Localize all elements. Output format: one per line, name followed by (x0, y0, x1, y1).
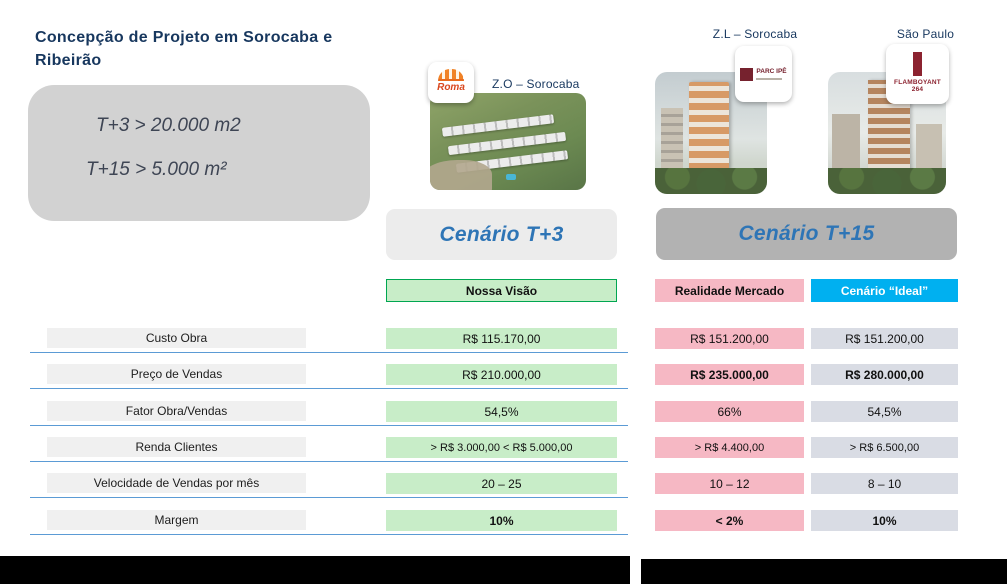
column-header-cenario-ideal: Cenário “Ideal” (811, 279, 958, 302)
cell-nossa-visao: R$ 210.000,00 (386, 364, 617, 385)
cell-cenario-ideal: R$ 280.000,00 (811, 364, 958, 385)
row-divider (30, 425, 628, 426)
tower-icon (689, 82, 729, 170)
cell-nossa-visao: 10% (386, 510, 617, 531)
row-label: Fator Obra/Vendas (47, 401, 306, 421)
scenario-t3-label: Cenário T+3 (439, 222, 564, 246)
table-row-preco-de-vendas: Preço de Vendas R$ 210.000,00 R$ 235.000… (0, 364, 1007, 390)
table-row-renda-clientes: Renda Clientes > R$ 3.000,00 < R$ 5.000,… (0, 437, 1007, 463)
roma-logo-text: Roma (437, 82, 465, 93)
cell-realidade-mercado: 66% (655, 401, 804, 422)
building-row-icon (441, 114, 555, 137)
row-label: Velocidade de Vendas por mês (47, 473, 306, 493)
background-building-icon (916, 124, 942, 172)
terrain-icon (430, 160, 492, 190)
cell-realidade-mercado: 10 – 12 (655, 473, 804, 494)
row-label: Custo Obra (47, 328, 306, 348)
secondary-building-icon (661, 108, 683, 168)
roma-logo: Roma (428, 62, 474, 103)
summary-line-t15: T+15 > 5.000 m² (86, 159, 227, 180)
cell-cenario-ideal: > R$ 6.500,00 (811, 437, 958, 458)
awning-icon (438, 69, 464, 81)
table-row-margem: Margem 10% < 2% 10% (0, 510, 1007, 536)
summary-line-t3: T+3 > 20.000 m2 (96, 115, 241, 136)
row-label: Preço de Vendas (47, 364, 306, 384)
cell-cenario-ideal: R$ 151.200,00 (811, 328, 958, 349)
parc-ipe-logo-text: PARC IPÊ (756, 68, 787, 76)
parc-ipe-logo: PARC IPÊ (735, 46, 792, 102)
cell-realidade-mercado: R$ 151.200,00 (655, 328, 804, 349)
cell-realidade-mercado: R$ 235.000,00 (655, 364, 804, 385)
row-divider (30, 497, 628, 498)
trees-icon (655, 168, 767, 194)
row-divider (30, 461, 628, 462)
table-row-velocidade-de-vendas: Velocidade de Vendas por mês 20 – 25 10 … (0, 473, 1007, 499)
flamboyant-logo-text: FLAMBOYANT 264 (894, 79, 941, 93)
cell-nossa-visao: 54,5% (386, 401, 617, 422)
row-label: Renda Clientes (47, 437, 306, 457)
parc-ipe-subline (756, 77, 783, 80)
area-summary-box: T+3 > 20.000 m2 T+15 > 5.000 m² (28, 85, 370, 221)
column-header-nossa-visao: Nossa Visão (386, 279, 617, 302)
table-row-custo-obra: Custo Obra R$ 115.170,00 R$ 151.200,00 R… (0, 328, 1007, 354)
column-header-realidade-mercado: Realidade Mercado (655, 279, 804, 302)
cell-nossa-visao: > R$ 3.000,00 < R$ 5.000,00 (386, 437, 617, 458)
row-divider (30, 352, 628, 353)
row-divider (30, 388, 628, 389)
row-label: Margem (47, 510, 306, 530)
parc-ipe-mark-icon (740, 67, 754, 81)
flamboyant-mark-icon (913, 52, 922, 76)
bottom-bar-right (641, 559, 1007, 584)
project-label-zl-sorocaba: Z.L – Sorocaba (712, 27, 798, 41)
background-building-icon (832, 114, 860, 172)
project-label-sao-paulo: São Paulo (896, 27, 955, 41)
scenario-t3-header: Cenário T+3 (386, 209, 617, 260)
scenario-t15-label: Cenário T+15 (738, 222, 875, 245)
slide-title: Concepção de Projeto em Sorocaba e Ribei… (35, 29, 333, 70)
cell-realidade-mercado: > R$ 4.400,00 (655, 437, 804, 458)
bottom-bar-left (0, 556, 630, 584)
row-divider (30, 534, 628, 535)
flamboyant-logo: FLAMBOYANT 264 (886, 44, 949, 104)
cell-nossa-visao: 20 – 25 (386, 473, 617, 494)
aerial-photo-zo-sorocaba (430, 93, 586, 190)
project-label-zo-sorocaba: Z.O – Sorocaba (492, 77, 580, 91)
trees-icon (828, 168, 946, 194)
cell-cenario-ideal: 8 – 10 (811, 473, 958, 494)
scenario-t15-header: Cenário T+15 (656, 208, 957, 260)
cell-cenario-ideal: 54,5% (811, 401, 958, 422)
pool-icon (506, 174, 516, 180)
table-row-fator-obra-vendas: Fator Obra/Vendas 54,5% 66% 54,5% (0, 401, 1007, 427)
cell-realidade-mercado: < 2% (655, 510, 804, 531)
cell-cenario-ideal: 10% (811, 510, 958, 531)
cell-nossa-visao: R$ 115.170,00 (386, 328, 617, 349)
